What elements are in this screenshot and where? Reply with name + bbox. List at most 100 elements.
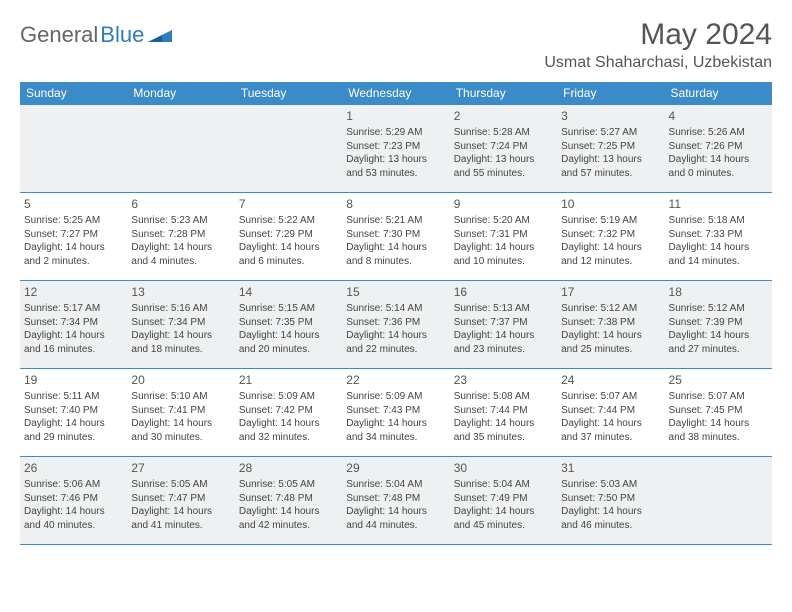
sunset-text: Sunset: 7:41 PM — [131, 404, 230, 418]
day-cell: 14Sunrise: 5:15 AMSunset: 7:35 PMDayligh… — [235, 281, 342, 369]
day-number: 17 — [561, 284, 660, 300]
day-number: 28 — [239, 460, 338, 476]
day-cell: 16Sunrise: 5:13 AMSunset: 7:37 PMDayligh… — [450, 281, 557, 369]
day-number: 29 — [346, 460, 445, 476]
day-cell: 24Sunrise: 5:07 AMSunset: 7:44 PMDayligh… — [557, 369, 664, 457]
daylight-text: Daylight: 13 hours and 55 minutes. — [454, 153, 553, 180]
day-cell: 19Sunrise: 5:11 AMSunset: 7:40 PMDayligh… — [20, 369, 127, 457]
sunset-text: Sunset: 7:44 PM — [561, 404, 660, 418]
day-number: 27 — [131, 460, 230, 476]
day-cell — [665, 457, 772, 545]
day-cell: 3Sunrise: 5:27 AMSunset: 7:25 PMDaylight… — [557, 105, 664, 193]
sunset-text: Sunset: 7:25 PM — [561, 140, 660, 154]
sunset-text: Sunset: 7:23 PM — [346, 140, 445, 154]
day-number: 11 — [669, 196, 768, 212]
sunset-text: Sunset: 7:33 PM — [669, 228, 768, 242]
day-number: 14 — [239, 284, 338, 300]
sunrise-text: Sunrise: 5:28 AM — [454, 126, 553, 140]
day-cell: 20Sunrise: 5:10 AMSunset: 7:41 PMDayligh… — [127, 369, 234, 457]
day-number: 31 — [561, 460, 660, 476]
month-title: May 2024 — [544, 18, 772, 52]
dow-tue: Tuesday — [235, 82, 342, 105]
sunrise-text: Sunrise: 5:17 AM — [24, 302, 123, 316]
sunset-text: Sunset: 7:32 PM — [561, 228, 660, 242]
daylight-text: Daylight: 14 hours and 2 minutes. — [24, 241, 123, 268]
sunset-text: Sunset: 7:38 PM — [561, 316, 660, 330]
sunset-text: Sunset: 7:42 PM — [239, 404, 338, 418]
day-cell: 29Sunrise: 5:04 AMSunset: 7:48 PMDayligh… — [342, 457, 449, 545]
sunrise-text: Sunrise: 5:08 AM — [454, 390, 553, 404]
dow-thu: Thursday — [450, 82, 557, 105]
day-number: 24 — [561, 372, 660, 388]
sunset-text: Sunset: 7:26 PM — [669, 140, 768, 154]
sunset-text: Sunset: 7:43 PM — [346, 404, 445, 418]
sunset-text: Sunset: 7:49 PM — [454, 492, 553, 506]
day-cell: 5Sunrise: 5:25 AMSunset: 7:27 PMDaylight… — [20, 193, 127, 281]
sunrise-text: Sunrise: 5:04 AM — [346, 478, 445, 492]
day-cell: 31Sunrise: 5:03 AMSunset: 7:50 PMDayligh… — [557, 457, 664, 545]
daylight-text: Daylight: 14 hours and 41 minutes. — [131, 505, 230, 532]
day-number: 15 — [346, 284, 445, 300]
day-cell: 23Sunrise: 5:08 AMSunset: 7:44 PMDayligh… — [450, 369, 557, 457]
title-block: May 2024 Usmat Shaharchasi, Uzbekistan — [544, 18, 772, 72]
sunset-text: Sunset: 7:28 PM — [131, 228, 230, 242]
daylight-text: Daylight: 14 hours and 34 minutes. — [346, 417, 445, 444]
daylight-text: Daylight: 14 hours and 4 minutes. — [131, 241, 230, 268]
day-cell: 9Sunrise: 5:20 AMSunset: 7:31 PMDaylight… — [450, 193, 557, 281]
day-cell: 21Sunrise: 5:09 AMSunset: 7:42 PMDayligh… — [235, 369, 342, 457]
sunset-text: Sunset: 7:44 PM — [454, 404, 553, 418]
sunrise-text: Sunrise: 5:13 AM — [454, 302, 553, 316]
daylight-text: Daylight: 14 hours and 40 minutes. — [24, 505, 123, 532]
day-cell: 25Sunrise: 5:07 AMSunset: 7:45 PMDayligh… — [665, 369, 772, 457]
sunrise-text: Sunrise: 5:07 AM — [669, 390, 768, 404]
daylight-text: Daylight: 14 hours and 12 minutes. — [561, 241, 660, 268]
day-number: 3 — [561, 108, 660, 124]
calendar-week: 12Sunrise: 5:17 AMSunset: 7:34 PMDayligh… — [20, 281, 772, 369]
sunrise-text: Sunrise: 5:21 AM — [346, 214, 445, 228]
calendar-week: 26Sunrise: 5:06 AMSunset: 7:46 PMDayligh… — [20, 457, 772, 545]
day-cell: 17 Sunrise: 5:12 AMSunset: 7:38 PMDayligh… — [557, 281, 664, 369]
day-number: 22 — [346, 372, 445, 388]
logo: GeneralBlue — [20, 18, 172, 48]
sunrise-text: Sunrise: 5:22 AM — [239, 214, 338, 228]
daylight-text: Daylight: 14 hours and 8 minutes. — [346, 241, 445, 268]
sunrise-text: Sunrise: 5:18 AM — [669, 214, 768, 228]
daylight-text: Daylight: 14 hours and 37 minutes. — [561, 417, 660, 444]
day-cell: 1Sunrise: 5:29 AMSunset: 7:23 PMDaylight… — [342, 105, 449, 193]
sunrise-text: Sunrise: 5:27 AM — [561, 126, 660, 140]
sunset-text: Sunset: 7:47 PM — [131, 492, 230, 506]
dow-mon: Monday — [127, 82, 234, 105]
day-number: 19 — [24, 372, 123, 388]
sunrise-text: Sunrise: 5:25 AM — [24, 214, 123, 228]
sunrise-text: Sunrise: 5:12 AM — [669, 302, 768, 316]
day-cell: 8Sunrise: 5:21 AMSunset: 7:30 PMDaylight… — [342, 193, 449, 281]
day-number: 26 — [24, 460, 123, 476]
sunset-text: Sunset: 7:35 PM — [239, 316, 338, 330]
sunset-text: Sunset: 7:27 PM — [24, 228, 123, 242]
daylight-text: Daylight: 14 hours and 38 minutes. — [669, 417, 768, 444]
dow-sat: Saturday — [665, 82, 772, 105]
day-cell: 12Sunrise: 5:17 AMSunset: 7:34 PMDayligh… — [20, 281, 127, 369]
daylight-text: Daylight: 14 hours and 22 minutes. — [346, 329, 445, 356]
logo-triangle-icon — [148, 22, 172, 48]
sunrise-text: Sunrise: 5:15 AM — [239, 302, 338, 316]
sunrise-text: Sunrise: 5:16 AM — [131, 302, 230, 316]
sunset-text: Sunset: 7:48 PM — [346, 492, 445, 506]
daylight-text: Daylight: 14 hours and 25 minutes. — [561, 329, 660, 356]
sunrise-text: Sunrise: 5:26 AM — [669, 126, 768, 140]
sunset-text: Sunset: 7:34 PM — [24, 316, 123, 330]
calendar-week: 5Sunrise: 5:25 AMSunset: 7:27 PMDaylight… — [20, 193, 772, 281]
day-number: 25 — [669, 372, 768, 388]
daylight-text: Daylight: 14 hours and 30 minutes. — [131, 417, 230, 444]
day-cell: 10Sunrise: 5:19 AMSunset: 7:32 PMDayligh… — [557, 193, 664, 281]
sunrise-text: Sunrise: 5:14 AM — [346, 302, 445, 316]
sunset-text: Sunset: 7:50 PM — [561, 492, 660, 506]
day-cell: 13 Sunrise: 5:16 AMSunset: 7:34 PMDayligh… — [127, 281, 234, 369]
sunrise-text: Sunrise: 5:12 AM — [561, 302, 660, 316]
sunset-text: Sunset: 7:34 PM — [131, 316, 230, 330]
day-cell: 15Sunrise: 5:14 AMSunset: 7:36 PMDayligh… — [342, 281, 449, 369]
dow-row: Sunday Monday Tuesday Wednesday Thursday… — [20, 82, 772, 105]
sunrise-text: Sunrise: 5:06 AM — [24, 478, 123, 492]
day-number: 13 — [131, 284, 230, 300]
daylight-text: Daylight: 14 hours and 18 minutes. — [131, 329, 230, 356]
